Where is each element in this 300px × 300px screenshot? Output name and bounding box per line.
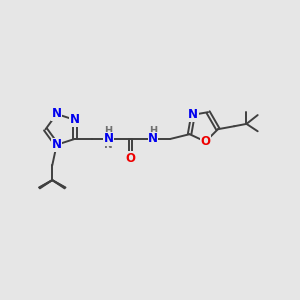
Text: N: N (148, 132, 158, 146)
Text: N: N (103, 132, 114, 146)
Text: O: O (126, 152, 136, 164)
Text: O: O (200, 135, 211, 148)
Text: N: N (52, 138, 62, 151)
Text: N: N (52, 107, 62, 121)
Text: H: H (105, 126, 113, 136)
Text: N: N (70, 113, 80, 126)
Text: H
N: H N (104, 128, 113, 150)
Text: H: H (149, 126, 157, 136)
Text: N: N (188, 108, 198, 121)
